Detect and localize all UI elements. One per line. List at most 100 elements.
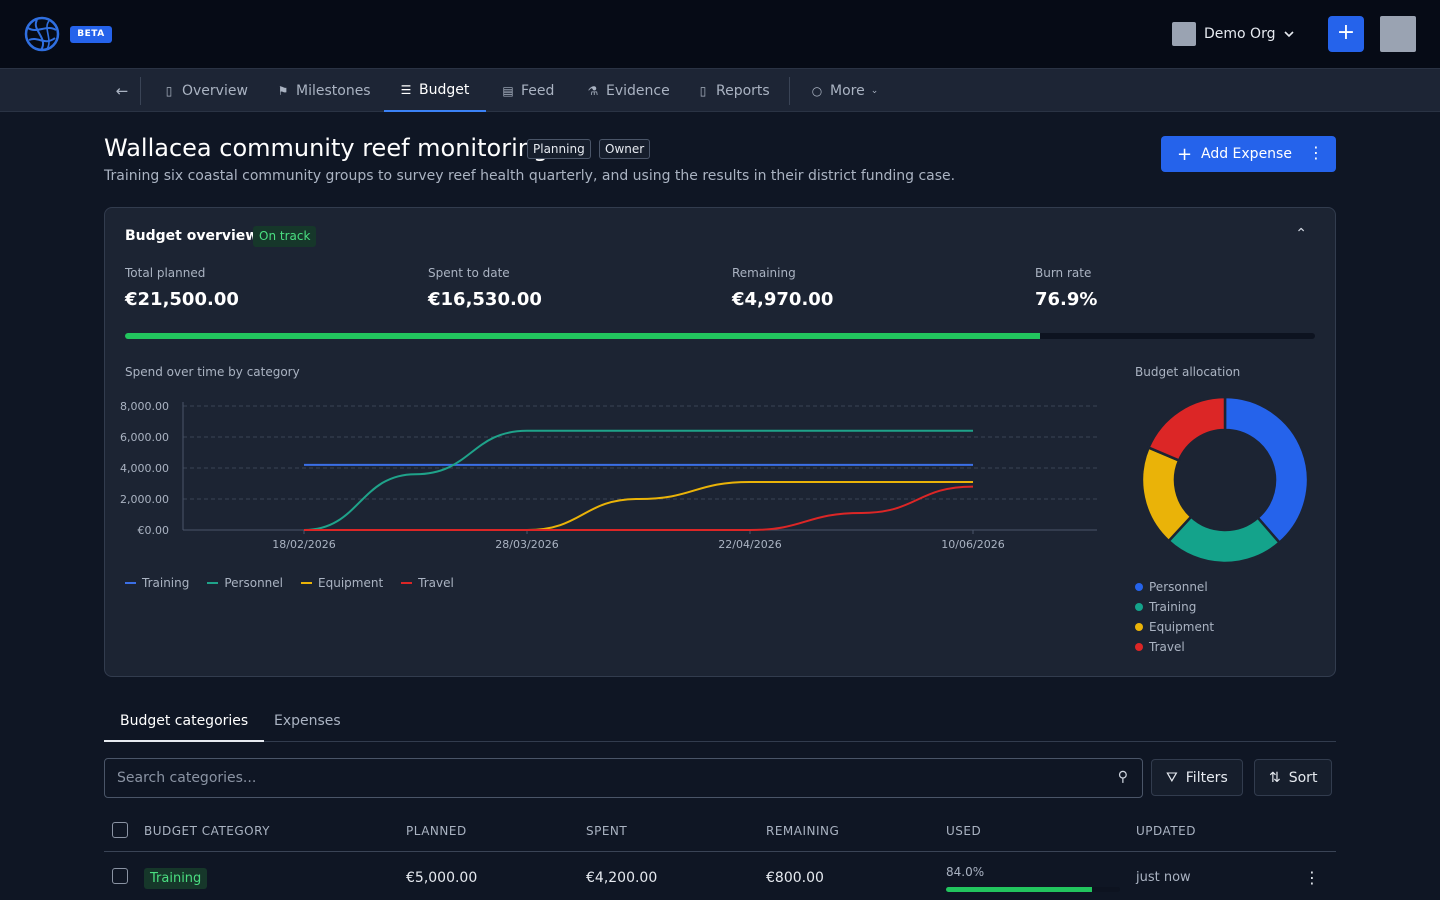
- column-header[interactable]: SPENT: [586, 824, 628, 838]
- tab-label: Budget: [419, 81, 470, 98]
- stat-label: Spent to date: [428, 266, 510, 280]
- create-button[interactable]: +: [1328, 16, 1364, 52]
- donut-slice-travel[interactable]: [1146, 395, 1227, 463]
- more-vertical-icon[interactable]: ⋮: [1308, 143, 1324, 162]
- search-input[interactable]: [105, 759, 1095, 797]
- y-tick-label: 4,000.00: [120, 462, 169, 475]
- donut-legend-equipment: Equipment: [1135, 620, 1214, 634]
- donut-legend-travel: Travel: [1135, 640, 1185, 654]
- stat-value: €16,530.00: [428, 289, 542, 310]
- chevron-down-icon: [1284, 31, 1295, 38]
- stat-value: €21,500.00: [125, 289, 239, 310]
- row-actions-icon[interactable]: ⋮: [1304, 868, 1320, 887]
- card-title: Budget overview: [125, 228, 259, 244]
- tab-overview[interactable]: ▯ Overview: [147, 69, 263, 112]
- search-box: ⚲: [104, 758, 1143, 798]
- burn-progress-fill: [125, 333, 1041, 339]
- sort-button[interactable]: ⇅ Sort: [1254, 759, 1333, 796]
- filters-button[interactable]: ⛛ Filters: [1151, 759, 1243, 796]
- tab-feed[interactable]: ▤ Feed: [486, 69, 569, 112]
- tab-evidence[interactable]: ⚗ Evidence: [571, 69, 685, 112]
- filter-icon: ⛛: [1166, 769, 1178, 786]
- stat-value: €4,970.00: [732, 289, 834, 310]
- x-tick-label: 18/02/2026: [272, 538, 335, 551]
- stat-label: Burn rate: [1035, 266, 1092, 280]
- on-track-badge: On track: [253, 226, 317, 247]
- column-header[interactable]: BUDGET CATEGORY: [144, 824, 270, 838]
- tab-milestones[interactable]: ⚑ Milestones: [261, 69, 386, 112]
- tab-label: Feed: [521, 82, 555, 99]
- org-switcher[interactable]: Demo Org: [1172, 22, 1295, 46]
- stat-spent-to-date: Spent to date €16,530.00: [428, 266, 542, 310]
- chart-icon: ☰: [400, 82, 412, 97]
- globe-logo-icon[interactable]: [23, 16, 61, 52]
- budget-overview-card: Budget overview On track ⌃ Total planned…: [104, 207, 1336, 677]
- beta-badge: BETA: [70, 26, 112, 43]
- line-chart-legend: Training Personnel Equipment Travel: [125, 576, 454, 590]
- page-title: Wallacea community reef monitoring: [104, 134, 549, 162]
- stat-label: Total planned: [125, 266, 206, 280]
- series-line-travel: [304, 485, 974, 531]
- row-checkbox[interactable]: [112, 868, 128, 884]
- allocation-chart-title: Budget allocation: [1135, 365, 1241, 379]
- x-tick-label: 28/03/2026: [495, 538, 558, 551]
- add-expense-label: Add Expense: [1201, 146, 1292, 162]
- search-icon[interactable]: ⚲: [1117, 769, 1128, 785]
- flag-icon: ⚑: [277, 83, 289, 98]
- table-header: BUDGET CATEGORY PLANNED SPENT REMAINING …: [104, 812, 1336, 852]
- planned-cell: €5,000.00: [406, 870, 478, 886]
- category-badge: Training: [144, 868, 208, 889]
- sort-icon: ⇅: [1269, 769, 1281, 786]
- column-header[interactable]: REMAINING: [766, 824, 840, 838]
- select-all-checkbox[interactable]: [112, 822, 128, 838]
- budget-tabs: Budget categories Expenses: [104, 700, 1336, 742]
- legend-personnel: Personnel: [207, 576, 283, 590]
- donut-slice-personnel[interactable]: [1223, 395, 1310, 545]
- donut-legend-training: Training: [1135, 600, 1196, 614]
- remaining-cell: €800.00: [766, 870, 824, 886]
- stat-burn-rate: Burn rate 76.9%: [1035, 266, 1097, 310]
- org-name: Demo Org: [1204, 26, 1276, 42]
- stat-label: Remaining: [732, 266, 796, 280]
- used-progress-bar: [946, 887, 1120, 892]
- column-header[interactable]: UPDATED: [1136, 824, 1196, 838]
- nav-divider: [789, 77, 790, 105]
- column-header[interactable]: USED: [946, 824, 982, 838]
- stat-value: 76.9%: [1035, 289, 1098, 310]
- tab-label: Overview: [182, 82, 248, 99]
- back-arrow-icon[interactable]: ←: [115, 82, 129, 100]
- tab-label: More: [830, 82, 865, 99]
- top-bar: BETA Demo Org +: [0, 0, 1440, 69]
- y-tick-label: 2,000.00: [120, 493, 169, 506]
- tab-label: Evidence: [606, 82, 670, 99]
- used-percent: 84.0%: [946, 865, 985, 879]
- user-avatar[interactable]: [1380, 16, 1416, 52]
- add-expense-button[interactable]: + Add Expense ⋮: [1161, 136, 1336, 172]
- legend-equipment: Equipment: [301, 576, 383, 590]
- y-tick-label: 8,000.00: [120, 400, 169, 413]
- chevron-down-icon: ⌄: [870, 85, 879, 96]
- tab-more[interactable]: ○ More ⌄: [795, 69, 893, 112]
- y-tick-label: 6,000.00: [120, 431, 169, 444]
- document-icon: ▯: [165, 83, 173, 98]
- series-line-equipment: [304, 480, 973, 531]
- burn-progress-bar: [125, 333, 1315, 339]
- role-badge-owner: Owner: [599, 139, 651, 159]
- y-tick-label: €0.00: [138, 524, 170, 537]
- x-tick-label: 22/04/2026: [718, 538, 781, 551]
- tab-budget[interactable]: ☰ Budget: [384, 69, 486, 112]
- nav-divider: [140, 77, 141, 105]
- plus-icon: +: [1336, 20, 1356, 45]
- tab-reports[interactable]: ▯ Reports: [681, 69, 785, 112]
- report-icon: ▯: [699, 83, 707, 98]
- sort-label: Sort: [1288, 769, 1318, 786]
- stat-remaining: Remaining €4,970.00: [732, 266, 833, 310]
- spent-cell: €4,200.00: [586, 870, 658, 886]
- status-badge-planning: Planning: [527, 139, 591, 159]
- chevron-up-icon[interactable]: ⌃: [1295, 226, 1307, 242]
- plus-icon: +: [1177, 143, 1193, 165]
- column-header[interactable]: PLANNED: [406, 824, 467, 838]
- tab-expenses[interactable]: Expenses: [274, 713, 341, 729]
- tab-budget-categories[interactable]: Budget categories: [104, 700, 265, 742]
- table-row[interactable]: Training €5,000.00 €4,200.00 €800.00 84.…: [104, 856, 1336, 900]
